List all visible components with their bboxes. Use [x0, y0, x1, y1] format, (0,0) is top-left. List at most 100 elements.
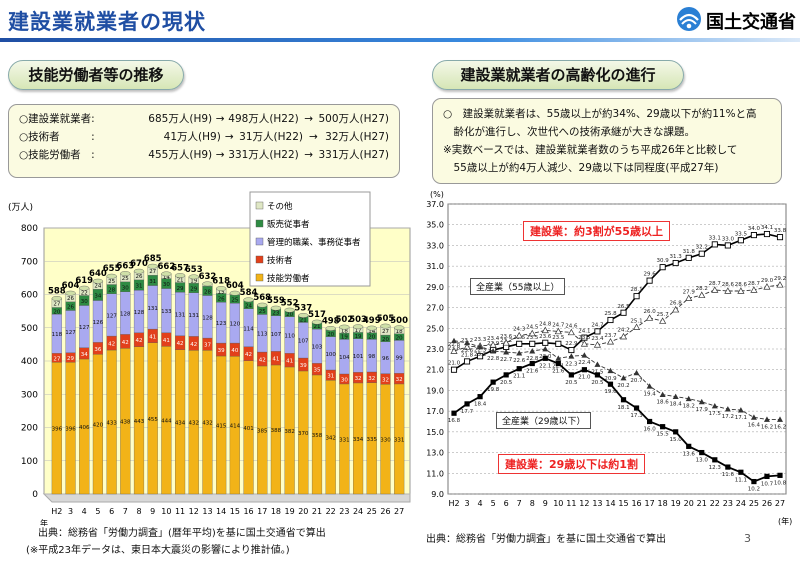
point-value-label: 31.8	[683, 249, 696, 255]
point-value-label: 17.2	[722, 414, 734, 420]
segment-value-label: 20	[396, 336, 403, 342]
segment-value-label: 21	[314, 324, 321, 330]
data-point	[607, 316, 614, 324]
left-section-heading: 技能労働者等の推移	[8, 60, 184, 90]
point-value-label: 33.1	[709, 235, 721, 241]
segment-value-label: 29	[190, 287, 197, 293]
segment-value-label: 32	[382, 377, 389, 383]
segment-value-label: 41	[149, 334, 156, 340]
data-point	[646, 314, 654, 321]
bar-cap	[366, 325, 377, 331]
segment-value-label: 19	[341, 335, 348, 341]
segment-value-label: 40	[231, 348, 238, 354]
segment-value-label: 25	[259, 309, 266, 315]
point-value-label: 22.3	[565, 361, 578, 367]
segment-value-label: 30	[81, 299, 88, 305]
segment-value-label: 42	[177, 341, 184, 347]
point-value-label: 30.9	[657, 258, 670, 264]
segment-value-label: 23	[272, 310, 279, 316]
segment-value-label: 20	[286, 312, 293, 318]
x-tick-label: 12	[189, 507, 199, 516]
summary-value: 331万人	[318, 149, 360, 161]
point-value-label: 23.3	[474, 337, 487, 343]
point-value-label: 16.2	[774, 424, 786, 430]
data-point	[542, 339, 549, 346]
segment-value-label: 110	[284, 334, 295, 340]
segment-value-label: 18	[396, 329, 403, 335]
point-value-label: 28.7	[709, 281, 722, 287]
x-axis-label: 年	[40, 518, 48, 526]
point-value-label: 25.1	[630, 318, 642, 324]
point-value-label: 23.6	[461, 348, 474, 354]
bar-total-label: 685	[144, 254, 162, 264]
segment-value-label: 29	[67, 356, 74, 362]
y-axis-label: (万人)	[8, 202, 33, 213]
data-point	[568, 346, 575, 354]
point-value-label: 24.7	[591, 322, 604, 328]
data-point	[659, 264, 666, 271]
bar-total-label: 499	[363, 316, 381, 326]
point-value-label: 33.0	[722, 236, 735, 242]
point-value-label: 21.0	[578, 375, 591, 381]
x-tick-label: 21	[312, 507, 322, 516]
data-point	[516, 366, 522, 372]
data-point	[698, 250, 705, 257]
segment-value-label: 401	[243, 426, 254, 432]
segment-value-label: 42	[122, 340, 129, 346]
data-point	[777, 416, 783, 422]
segment-value-label: 335	[367, 437, 378, 443]
legend-swatch	[255, 201, 264, 210]
segment-value-label: 35	[314, 368, 321, 374]
point-value-label: 22.9	[565, 341, 578, 347]
data-point	[594, 361, 601, 367]
bar-total-label: 498	[322, 316, 340, 326]
data-point	[568, 372, 574, 378]
point-value-label: 13.6	[683, 451, 696, 457]
point-value-label: 20.5	[591, 380, 604, 386]
y-tick-label: 9.0	[431, 490, 444, 499]
aging-summary-box: ○ 建設業就業者は、55歳以上が約34%、29歳以下が約11%と高 齢化が進行し…	[432, 98, 782, 184]
workforce-stacked-bar-chart: 0100200300400500600700800(万人)39627118202…	[8, 191, 411, 526]
data-point	[633, 405, 640, 411]
point-value-label: 24.5	[526, 324, 539, 330]
x-tick-label: 26	[380, 507, 390, 516]
data-point	[646, 277, 653, 284]
series-line	[453, 340, 780, 420]
bar-cap	[352, 324, 364, 330]
x-tick-label: 24	[353, 507, 363, 516]
segment-value-label: 385	[257, 428, 268, 434]
segment-value-label: 131	[189, 313, 200, 319]
bar-total-label: 657	[171, 264, 189, 274]
data-point	[542, 355, 548, 361]
data-point	[699, 449, 705, 456]
data-point	[451, 410, 457, 416]
data-point	[685, 294, 693, 302]
left-source-note: 出典：総務省「労働力調査」(暦年平均)を基に国土交通省で算出	[38, 528, 326, 539]
data-point	[555, 355, 562, 361]
summary-label: ○技術者 :	[19, 131, 95, 143]
legend-swatch	[255, 219, 264, 228]
point-value-label: 28.6	[722, 282, 735, 288]
point-value-label: 18.4	[474, 402, 487, 408]
bar-total-label: 662	[158, 262, 176, 272]
x-tick-label: 12	[579, 499, 589, 508]
data-point	[620, 309, 627, 316]
point-value-label: 21.6	[552, 369, 565, 375]
segment-value-label: 31	[149, 279, 156, 285]
segment-value-label: 27	[53, 356, 60, 362]
x-tick-label: 15	[618, 499, 628, 508]
point-value-label: 23.4	[487, 336, 500, 342]
bar-cap	[229, 290, 240, 296]
bar-total-label: 568	[253, 293, 271, 303]
summary-value: 331万人	[228, 149, 270, 161]
segment-value-label: 37	[204, 343, 211, 349]
data-point	[711, 286, 719, 293]
bar-cap	[284, 307, 295, 313]
callout-construction-under29: 建設業：29歳以下は約1割	[498, 454, 645, 474]
segment-value-label: 34	[94, 293, 101, 299]
x-tick-label: 7	[123, 507, 128, 516]
data-point	[633, 293, 640, 300]
segment-value-label: 20	[53, 309, 60, 315]
y-tick-label: 25.0	[426, 324, 444, 333]
x-tick-label: 11	[566, 499, 576, 508]
